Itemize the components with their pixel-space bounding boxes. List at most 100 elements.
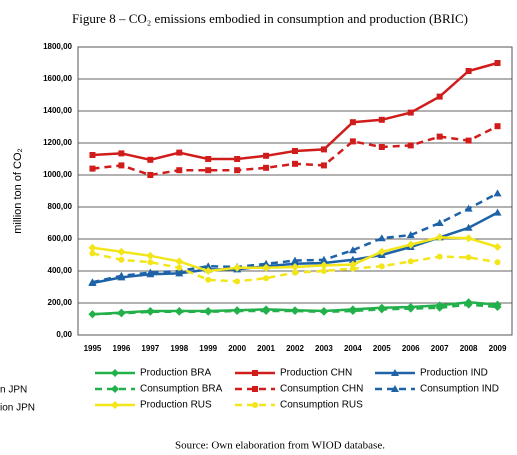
marker — [320, 146, 327, 153]
legend-marker — [111, 385, 119, 393]
y-tick-label: 1200,00 — [43, 138, 72, 147]
marker — [291, 263, 299, 271]
marker — [263, 152, 270, 159]
marker — [89, 250, 96, 257]
marker — [147, 259, 154, 266]
marker — [320, 162, 327, 169]
marker — [262, 307, 271, 315]
legend-label: Production BRA — [140, 368, 211, 379]
marker — [406, 304, 415, 313]
x-tick-label: 2006 — [402, 344, 420, 353]
marker — [175, 307, 184, 316]
legend-label: Production CHN — [280, 368, 352, 379]
marker — [205, 156, 212, 162]
x-tick-label: 2004 — [344, 344, 362, 353]
marker — [262, 259, 271, 267]
marker — [263, 164, 270, 171]
marker — [377, 305, 386, 314]
marker — [377, 234, 386, 242]
x-tick-label: 1995 — [84, 344, 102, 353]
marker — [319, 255, 328, 263]
marker — [436, 133, 443, 140]
x-tick-label: 1998 — [170, 344, 188, 353]
marker — [88, 243, 97, 252]
marker — [291, 256, 299, 264]
marker — [407, 109, 414, 116]
marker — [118, 162, 125, 169]
legend-marker — [111, 369, 119, 377]
series-line — [92, 303, 498, 316]
legend-label: Production RUS — [140, 400, 212, 411]
marker — [349, 119, 356, 126]
legend-label: Consumption IND — [420, 384, 499, 395]
legend-marker — [252, 370, 258, 376]
marker — [291, 307, 299, 315]
marker — [205, 167, 212, 174]
marker — [118, 150, 125, 157]
marker — [464, 223, 473, 231]
marker — [464, 204, 473, 212]
legend-marker — [252, 386, 258, 392]
y-axis-label: million ton of CO₂ — [12, 148, 24, 234]
marker — [319, 261, 328, 270]
marker — [493, 303, 502, 311]
x-tick-label: 2001 — [257, 344, 275, 353]
marker — [378, 116, 385, 123]
marker — [320, 268, 327, 274]
legend-marker — [111, 401, 119, 409]
marker — [118, 256, 125, 263]
marker — [234, 278, 241, 285]
marker — [435, 219, 444, 226]
cropped-label: ion JPN — [0, 403, 35, 414]
marker — [176, 167, 183, 174]
marker — [465, 137, 472, 144]
legend-marker — [391, 385, 399, 392]
marker — [262, 263, 271, 272]
y-tick-label: 400,00 — [48, 266, 73, 275]
marker — [406, 240, 415, 249]
x-tick-label: 2009 — [489, 344, 507, 353]
marker — [117, 309, 126, 318]
marker — [377, 247, 386, 256]
legend-marker — [252, 402, 258, 408]
y-tick-label: 800,00 — [48, 202, 73, 211]
marker — [493, 189, 502, 197]
marker — [89, 165, 96, 172]
legend-label: Consumption BRA — [140, 384, 223, 395]
marker — [292, 148, 298, 154]
marker — [175, 257, 184, 266]
marker — [319, 307, 328, 316]
legend-label: Production IND — [420, 368, 488, 379]
marker — [292, 269, 298, 276]
chart-title: Figure 8 – CO₂ emissions embodied in con… — [72, 11, 468, 26]
x-tick-label: 2000 — [228, 344, 246, 353]
marker — [234, 167, 241, 174]
marker — [378, 144, 385, 150]
x-tick-label: 1997 — [141, 344, 159, 353]
legend-marker — [391, 369, 399, 376]
marker — [465, 68, 472, 74]
x-tick-label: 1999 — [199, 344, 217, 353]
x-tick-label: 2005 — [373, 344, 391, 353]
x-tick-label: 2003 — [315, 344, 333, 353]
marker — [349, 265, 356, 272]
marker — [88, 310, 97, 319]
marker — [464, 234, 473, 243]
marker — [234, 156, 241, 162]
marker — [493, 208, 502, 216]
marker — [204, 262, 213, 270]
legend-label: Consumption CHN — [280, 384, 363, 395]
x-tick-label: 1996 — [113, 344, 131, 353]
marker — [494, 60, 501, 66]
y-tick-label: 0,00 — [56, 330, 72, 339]
plot-frame — [77, 46, 513, 336]
marker — [348, 246, 357, 254]
marker — [176, 149, 183, 156]
marker — [89, 152, 96, 158]
y-tick-label: 1400,00 — [43, 106, 72, 115]
marker — [88, 278, 97, 286]
y-tick-label: 1800,00 — [43, 42, 72, 51]
marker — [464, 300, 473, 309]
marker — [465, 254, 472, 261]
cropped-label: n JPN — [0, 385, 27, 396]
